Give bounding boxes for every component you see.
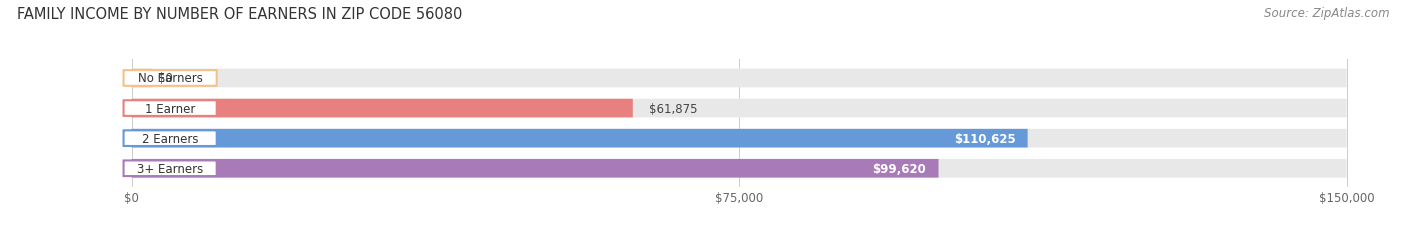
Text: 3+ Earners: 3+ Earners [136, 162, 204, 175]
FancyBboxPatch shape [132, 69, 1347, 88]
Text: $99,620: $99,620 [873, 162, 927, 175]
FancyBboxPatch shape [132, 99, 633, 118]
Text: FAMILY INCOME BY NUMBER OF EARNERS IN ZIP CODE 56080: FAMILY INCOME BY NUMBER OF EARNERS IN ZI… [17, 7, 463, 22]
Text: $0: $0 [157, 72, 173, 85]
FancyBboxPatch shape [132, 99, 1347, 118]
FancyBboxPatch shape [124, 101, 217, 116]
FancyBboxPatch shape [124, 131, 217, 146]
Text: No Earners: No Earners [138, 72, 202, 85]
FancyBboxPatch shape [124, 71, 217, 86]
FancyBboxPatch shape [124, 161, 217, 176]
Text: Source: ZipAtlas.com: Source: ZipAtlas.com [1264, 7, 1389, 20]
Text: $110,625: $110,625 [953, 132, 1015, 145]
Text: 2 Earners: 2 Earners [142, 132, 198, 145]
FancyBboxPatch shape [132, 129, 1028, 148]
Text: $61,875: $61,875 [650, 102, 697, 115]
FancyBboxPatch shape [132, 159, 1347, 178]
FancyBboxPatch shape [132, 129, 1347, 148]
FancyBboxPatch shape [132, 69, 152, 88]
Text: 1 Earner: 1 Earner [145, 102, 195, 115]
FancyBboxPatch shape [132, 159, 939, 178]
